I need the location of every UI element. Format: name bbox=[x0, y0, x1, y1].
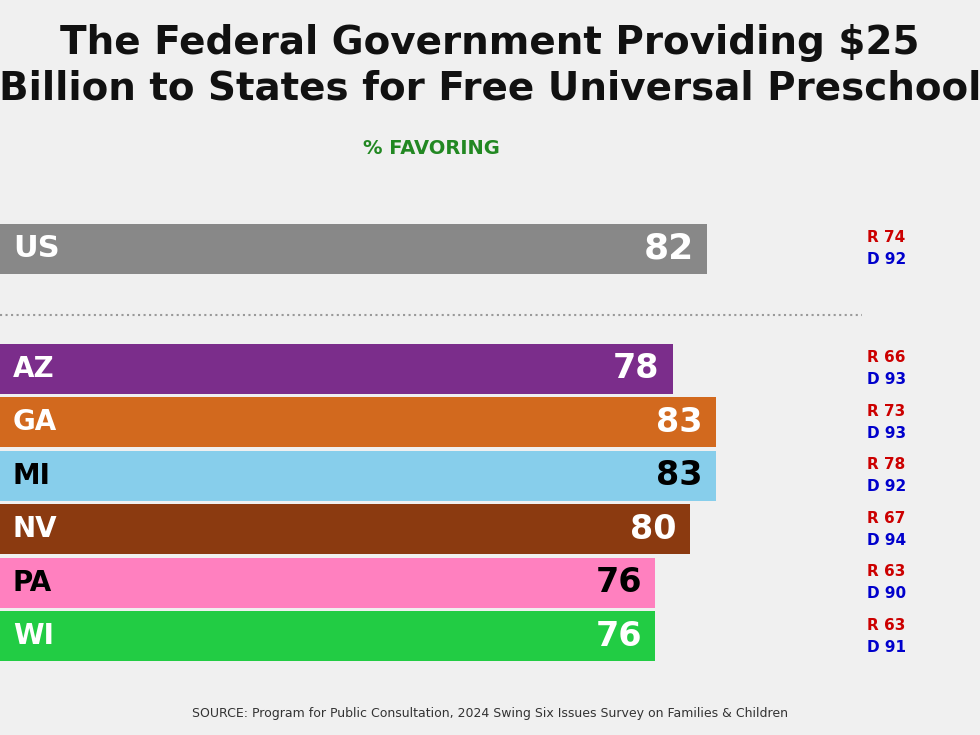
Text: 83: 83 bbox=[657, 406, 703, 439]
Text: US: US bbox=[13, 234, 60, 263]
Text: 83: 83 bbox=[657, 459, 703, 492]
Text: AZ: AZ bbox=[13, 355, 55, 383]
Text: R 73: R 73 bbox=[867, 404, 906, 419]
Text: D 93: D 93 bbox=[867, 426, 906, 441]
Text: D 90: D 90 bbox=[867, 587, 906, 601]
Text: The Federal Government Providing $25
Billion to States for Free Universal Presch: The Federal Government Providing $25 Bil… bbox=[0, 24, 980, 108]
Text: R 63: R 63 bbox=[867, 564, 906, 579]
Text: D 93: D 93 bbox=[867, 373, 906, 387]
FancyBboxPatch shape bbox=[0, 611, 656, 662]
Text: GA: GA bbox=[13, 408, 57, 437]
Text: 80: 80 bbox=[630, 513, 677, 545]
Text: WI: WI bbox=[13, 622, 54, 650]
Text: D 92: D 92 bbox=[867, 252, 906, 267]
FancyBboxPatch shape bbox=[0, 223, 708, 273]
Text: MI: MI bbox=[13, 462, 51, 490]
Text: R 66: R 66 bbox=[867, 351, 906, 365]
Text: D 91: D 91 bbox=[867, 639, 906, 655]
Text: PA: PA bbox=[13, 569, 52, 597]
Text: D 94: D 94 bbox=[867, 533, 906, 548]
Text: % FAVORING: % FAVORING bbox=[363, 139, 500, 158]
FancyBboxPatch shape bbox=[0, 397, 715, 448]
FancyBboxPatch shape bbox=[0, 451, 715, 501]
FancyBboxPatch shape bbox=[0, 558, 656, 608]
Text: 82: 82 bbox=[644, 232, 694, 265]
Text: R 67: R 67 bbox=[867, 511, 906, 526]
Text: R 78: R 78 bbox=[867, 457, 906, 472]
Text: 76: 76 bbox=[596, 566, 643, 599]
Text: 76: 76 bbox=[596, 620, 643, 653]
Text: R 74: R 74 bbox=[867, 230, 906, 245]
Text: R 63: R 63 bbox=[867, 617, 906, 633]
FancyBboxPatch shape bbox=[0, 344, 672, 394]
Text: 78: 78 bbox=[613, 352, 660, 385]
Text: NV: NV bbox=[13, 515, 58, 543]
FancyBboxPatch shape bbox=[0, 504, 690, 554]
Text: D 92: D 92 bbox=[867, 479, 906, 494]
Text: SOURCE: Program for Public Consultation, 2024 Swing Six Issues Survey on Familie: SOURCE: Program for Public Consultation,… bbox=[192, 707, 788, 720]
